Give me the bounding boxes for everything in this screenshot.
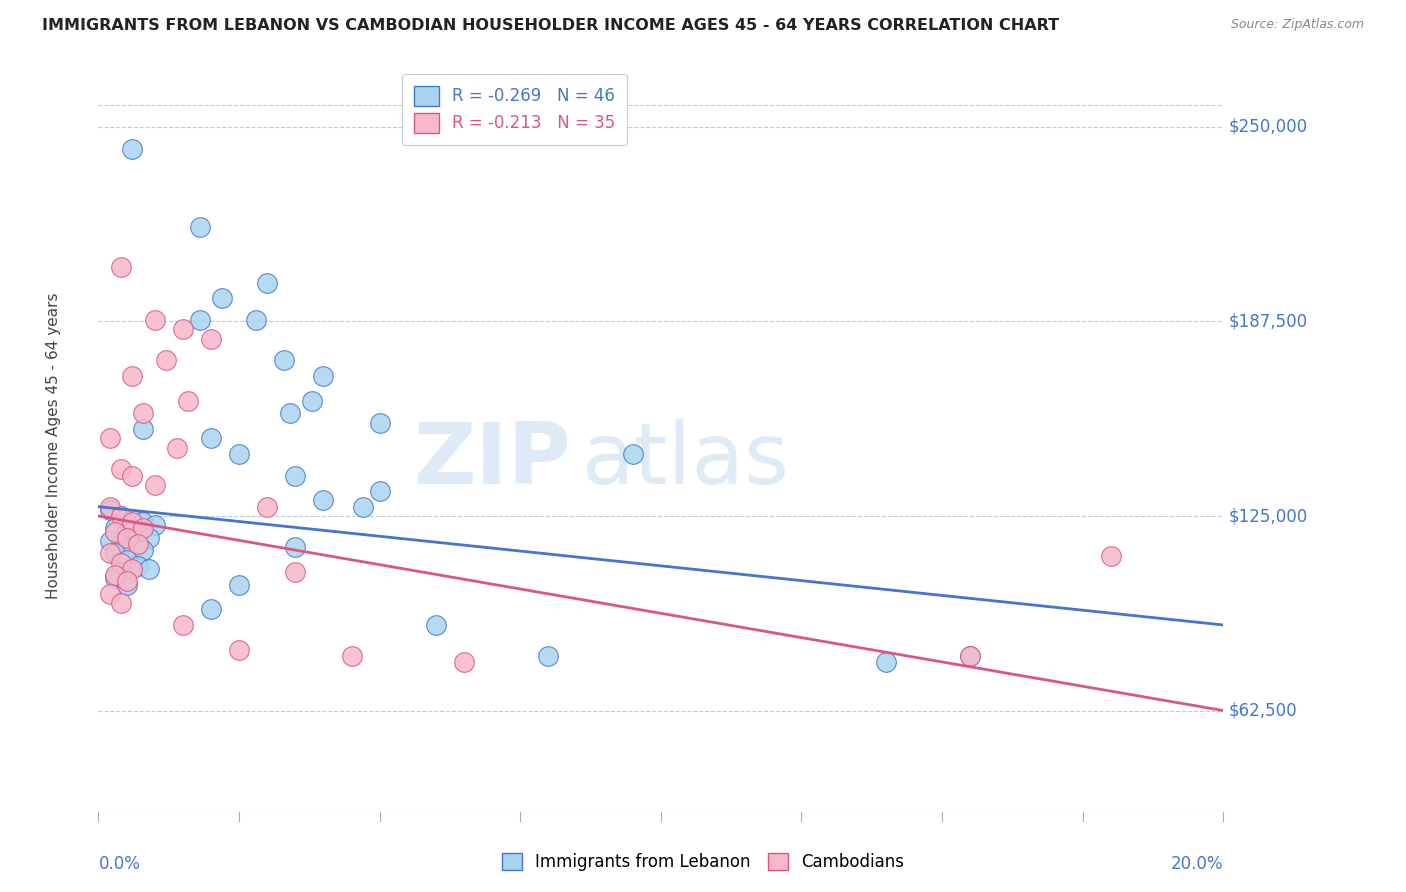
Point <box>115 552 138 566</box>
Point <box>312 368 335 383</box>
Text: $250,000: $250,000 <box>1229 118 1308 136</box>
Point <box>256 500 278 514</box>
Point <box>284 565 307 579</box>
Point <box>132 521 155 535</box>
Point <box>110 509 132 524</box>
Point <box>110 260 132 274</box>
Point <box>104 521 127 535</box>
Point <box>228 577 250 591</box>
Point <box>127 537 149 551</box>
Point <box>172 322 194 336</box>
Point <box>172 618 194 632</box>
Point <box>312 493 335 508</box>
Legend: R = -0.269   N = 46, R = -0.213   N = 35: R = -0.269 N = 46, R = -0.213 N = 35 <box>402 74 627 145</box>
Point <box>621 447 644 461</box>
Point <box>177 393 200 408</box>
Text: $125,000: $125,000 <box>1229 507 1308 525</box>
Point <box>959 649 981 664</box>
Point <box>98 546 121 560</box>
Text: $62,500: $62,500 <box>1229 702 1298 720</box>
Text: ZIP: ZIP <box>413 419 571 502</box>
Text: Householder Income Ages 45 - 64 years: Householder Income Ages 45 - 64 years <box>46 293 60 599</box>
Point <box>352 500 374 514</box>
Point <box>340 649 363 664</box>
Point <box>115 577 138 591</box>
Point <box>121 142 143 156</box>
Point <box>110 556 132 570</box>
Point <box>110 537 132 551</box>
Point <box>138 531 160 545</box>
Point <box>368 416 391 430</box>
Point <box>284 468 307 483</box>
Text: 0.0%: 0.0% <box>98 855 141 873</box>
Point <box>132 406 155 420</box>
Text: 20.0%: 20.0% <box>1171 855 1223 873</box>
Point <box>188 219 211 234</box>
Point <box>138 562 160 576</box>
Point <box>104 571 127 585</box>
Legend: Immigrants from Lebanon, Cambodians: Immigrants from Lebanon, Cambodians <box>494 845 912 880</box>
Point <box>200 431 222 445</box>
Point <box>104 568 127 582</box>
Point <box>115 531 138 545</box>
Point <box>127 558 149 573</box>
Point <box>143 478 166 492</box>
Point <box>121 515 143 529</box>
Point <box>284 540 307 554</box>
Point <box>200 602 222 616</box>
Point <box>273 353 295 368</box>
Point <box>959 649 981 664</box>
Point <box>121 468 143 483</box>
Point <box>110 565 132 579</box>
Point <box>537 649 560 664</box>
Point <box>132 422 155 436</box>
Point <box>104 524 127 539</box>
Point <box>115 574 138 589</box>
Point <box>301 393 323 408</box>
Point <box>188 313 211 327</box>
Point <box>104 546 127 560</box>
Point <box>98 503 121 517</box>
Text: Source: ZipAtlas.com: Source: ZipAtlas.com <box>1230 18 1364 31</box>
Point <box>155 353 177 368</box>
Point <box>228 447 250 461</box>
Point <box>121 540 143 554</box>
Point <box>98 533 121 548</box>
Point <box>127 527 149 541</box>
Point <box>228 643 250 657</box>
Point <box>245 313 267 327</box>
Text: atlas: atlas <box>582 419 790 502</box>
Point <box>200 332 222 346</box>
Point <box>368 484 391 499</box>
Point <box>256 276 278 290</box>
Point <box>121 512 143 526</box>
Point <box>211 291 233 305</box>
Point <box>166 441 188 455</box>
Point <box>110 462 132 476</box>
Point <box>453 656 475 670</box>
Point <box>98 587 121 601</box>
Point <box>121 562 143 576</box>
Point <box>132 543 155 558</box>
Point <box>98 431 121 445</box>
Point <box>143 518 166 533</box>
Point <box>1099 549 1122 564</box>
Point <box>110 596 132 610</box>
Text: IMMIGRANTS FROM LEBANON VS CAMBODIAN HOUSEHOLDER INCOME AGES 45 - 64 YEARS CORRE: IMMIGRANTS FROM LEBANON VS CAMBODIAN HOU… <box>42 18 1059 33</box>
Point <box>425 618 447 632</box>
Point <box>98 500 121 514</box>
Point <box>110 509 132 524</box>
Point <box>121 368 143 383</box>
Point <box>278 406 301 420</box>
Point <box>143 313 166 327</box>
Text: $187,500: $187,500 <box>1229 312 1308 331</box>
Point <box>132 515 155 529</box>
Point <box>875 656 897 670</box>
Point <box>115 524 138 539</box>
